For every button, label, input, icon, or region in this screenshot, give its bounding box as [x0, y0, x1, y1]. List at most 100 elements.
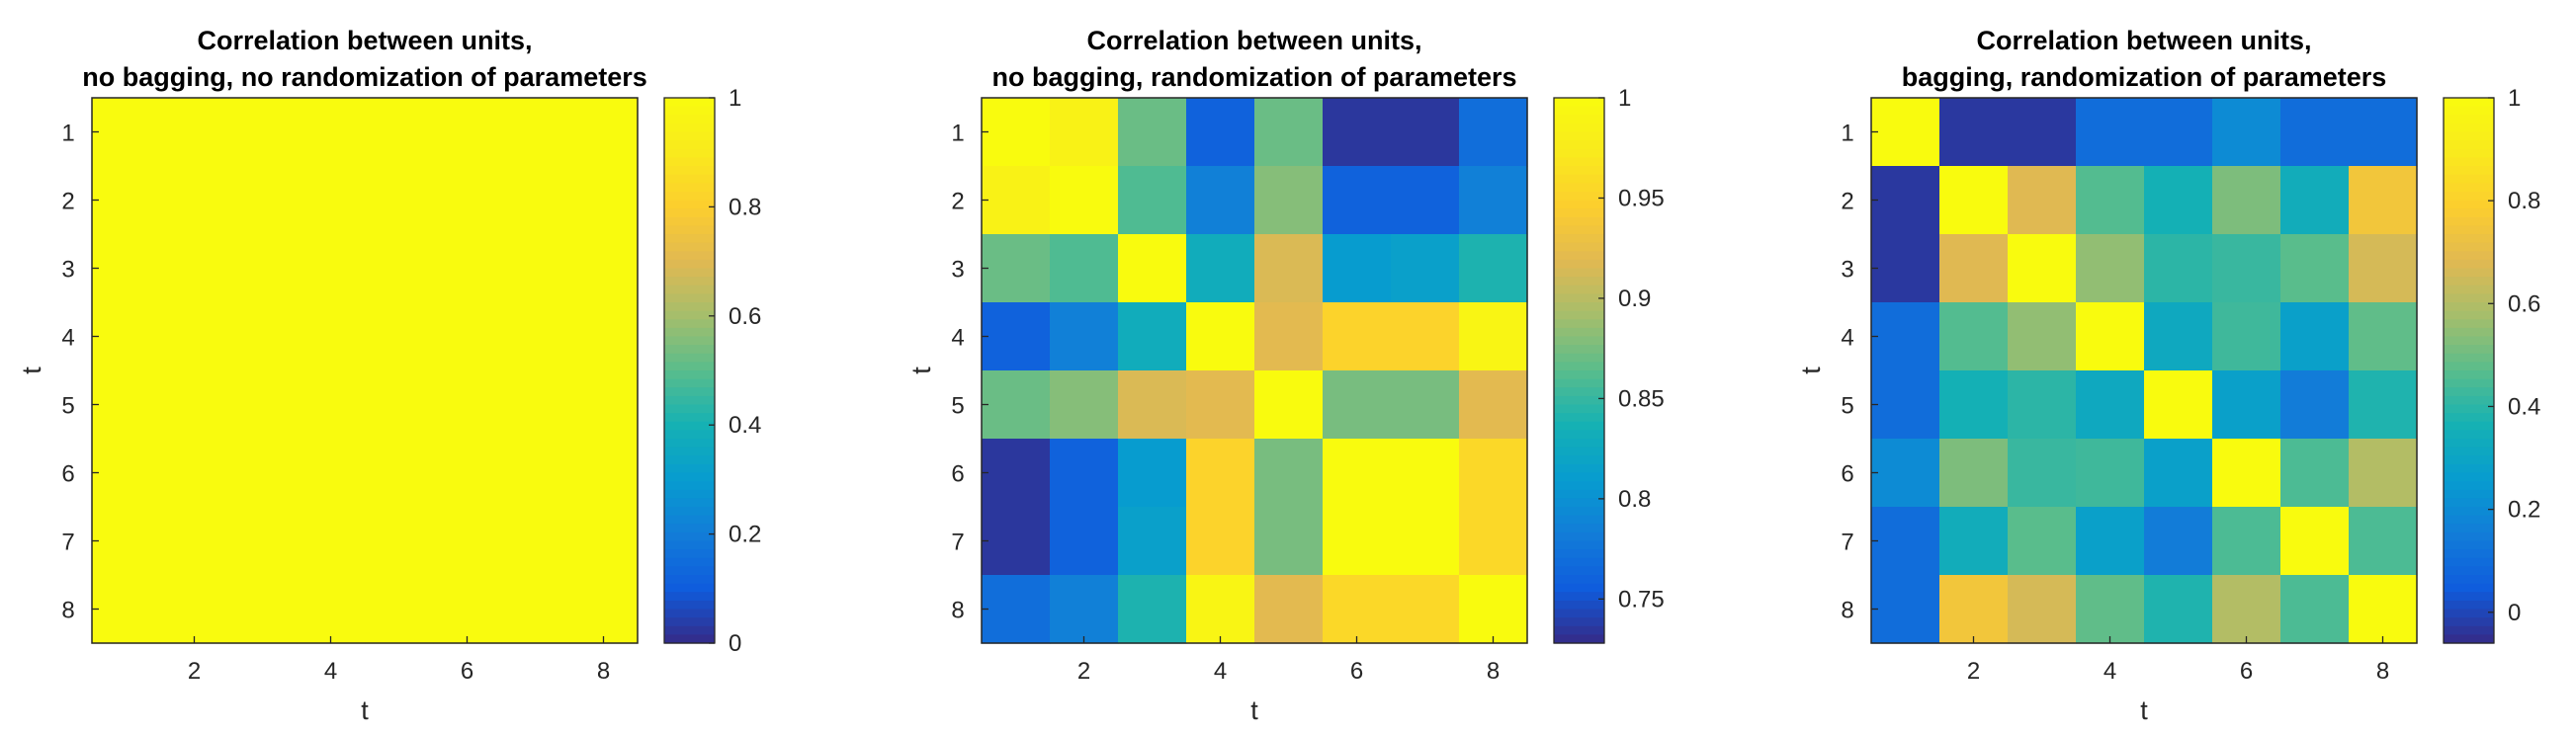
colorbar-segment [664, 216, 715, 226]
heatmap-cell [1254, 98, 1324, 167]
colorbar-segment [2444, 472, 2494, 482]
x-tick-label: 2 [188, 658, 201, 685]
heatmap-cell [297, 575, 366, 644]
y-tick-label: 5 [61, 393, 74, 420]
colorbar-segment [2444, 310, 2494, 320]
heatmap-cell [1050, 575, 1119, 644]
colorbar-segment [2444, 387, 2494, 397]
heatmap-cell [2144, 370, 2213, 440]
heatmap-cell [297, 507, 366, 576]
heatmap-cell [1391, 507, 1460, 576]
colorbar-segment [1554, 174, 1604, 184]
heatmap-cell [1254, 370, 1324, 440]
heatmap-cell [1939, 507, 2009, 576]
heatmap-cell [1118, 507, 1187, 576]
y-tick-label: 3 [1841, 257, 1853, 284]
heatmap-cell [982, 575, 1051, 644]
heatmap-cell [1459, 439, 1528, 508]
heatmap-cell [92, 98, 161, 167]
colorbar-segment [2444, 216, 2494, 226]
heatmap-cell [2212, 439, 2281, 508]
colorbar-segment [2444, 115, 2494, 124]
colorbar-segment [1554, 285, 1604, 294]
colorbar-segment [664, 498, 715, 508]
heatmap-cell [1323, 507, 1392, 576]
colorbar-segment [1554, 115, 1604, 124]
heatmap-cell [1186, 234, 1255, 303]
heatmap-cell [1871, 575, 1940, 644]
heatmap-cell [2280, 370, 2350, 440]
colorbar-tick-label: 0.8 [729, 194, 761, 220]
heatmap-cell [1871, 439, 1940, 508]
heatmap-cell [2008, 98, 2077, 167]
axes-frame [1870, 97, 2418, 644]
colorbar-segment [664, 122, 715, 133]
colorbar-segment [664, 183, 715, 193]
heatmap-cell [2008, 302, 2077, 371]
x-tick-label: 4 [1214, 658, 1227, 685]
heatmap-cell [2212, 302, 2281, 371]
colorbar-segment [1554, 472, 1604, 482]
heatmap-cell [2280, 439, 2350, 508]
heatmap-cell [2280, 166, 2350, 235]
heatmap-cells [982, 98, 1528, 644]
heatmap-cell [365, 234, 434, 303]
heatmap-cell [1939, 166, 2009, 235]
heatmap-cell [433, 575, 502, 644]
colorbar-segment [1554, 336, 1604, 346]
colorbar-segment [664, 157, 715, 167]
heatmap-cell [2144, 507, 2213, 576]
colorbar-segment [1554, 157, 1604, 167]
colorbar-tick-label: 1 [729, 85, 741, 112]
colorbar-segment [2444, 625, 2494, 635]
colorbar-segment [2444, 455, 2494, 465]
heatmap-cell [2076, 439, 2145, 508]
colorbar-segment [2444, 447, 2494, 456]
heatmap-cell [92, 302, 161, 371]
colorbar-segment [1554, 600, 1604, 611]
colorbar-segment [664, 583, 715, 593]
x-tick-label: 4 [2104, 658, 2116, 685]
heatmap-cell [569, 302, 639, 371]
colorbar-segment [2444, 634, 2494, 644]
colorbar-segment [664, 106, 715, 116]
heatmap-cell [1871, 166, 1940, 235]
colorbar-segment [2444, 600, 2494, 611]
heatmap-cell [2008, 370, 2077, 440]
colorbar-segment [2444, 293, 2494, 303]
colorbar-segment [1554, 370, 1604, 380]
heatmap-cell [1050, 302, 1119, 371]
heatmap-cell [982, 234, 1051, 303]
colorbar-segment [1554, 489, 1604, 499]
heatmap-cell [2076, 234, 2145, 303]
heatmap-cell [2144, 166, 2213, 235]
heatmap-cell [1323, 234, 1392, 303]
heatmap-cell [297, 302, 366, 371]
colorbar-segment [664, 234, 715, 244]
heatmap-cell [1939, 370, 2009, 440]
heatmap-cell [1323, 166, 1392, 235]
colorbar-segment [664, 634, 715, 644]
colorbar-segment [664, 524, 715, 533]
heatmap-cell [2280, 302, 2350, 371]
colorbar-segment [1554, 592, 1604, 602]
heatmap-cell [1050, 439, 1119, 508]
colorbar-segment [1554, 515, 1604, 525]
y-tick-label: 6 [1841, 461, 1853, 488]
colorbar-segment [664, 430, 715, 440]
heatmap-cell [2076, 98, 2145, 167]
colorbar-tick-label: 0.85 [1618, 385, 1665, 412]
colorbar-segment [2444, 463, 2494, 474]
colorbar-segment [2444, 200, 2494, 209]
colorbar-segment [664, 242, 715, 252]
axes-frame [91, 97, 639, 644]
colorbar-segment [1554, 531, 1604, 542]
colorbar-segment [2444, 268, 2494, 278]
heatmap-cell [1118, 234, 1187, 303]
colorbar-segment [1554, 507, 1604, 517]
heatmap-cell [1459, 302, 1528, 371]
heatmap-cell [297, 234, 366, 303]
colorbar-tick-label: 0 [2508, 600, 2521, 626]
heatmap-cell [2349, 302, 2418, 371]
